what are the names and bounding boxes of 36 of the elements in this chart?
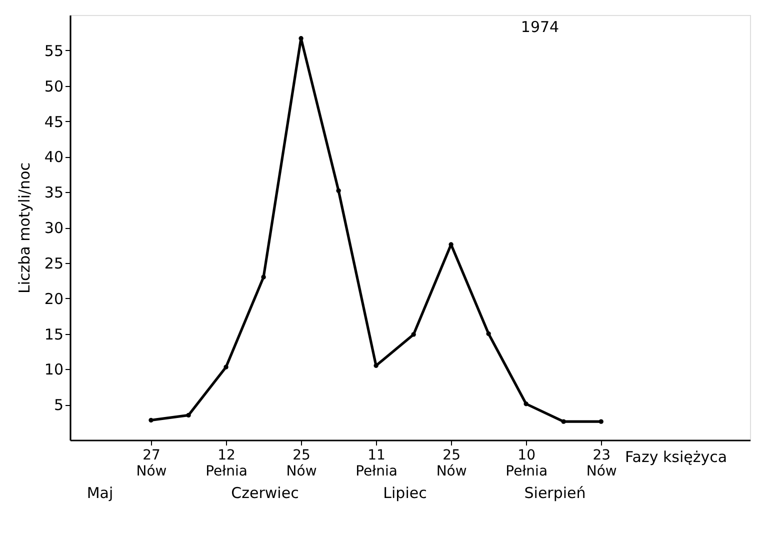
y-tick-label: 50 (44, 77, 64, 96)
x-tick-label: 12 Pełnia (206, 448, 248, 480)
point (598, 419, 604, 424)
x-tick-label: 23 Nów (586, 448, 617, 480)
y-tick-label: 30 (44, 219, 64, 237)
point (186, 412, 191, 418)
point (486, 331, 491, 336)
y-tick-label: 25 (44, 254, 64, 272)
point (224, 364, 228, 370)
point (374, 363, 378, 368)
y-tick-label: 45 (44, 112, 64, 131)
x-tick-label: 27 Nów (136, 448, 167, 480)
y-tick-label: 5 (54, 396, 64, 414)
text: Czerwiec (231, 484, 299, 502)
x-tick-label: 10 Pełnia (506, 448, 548, 480)
point (411, 332, 416, 337)
point (261, 274, 266, 280)
point (524, 402, 528, 406)
x-tick-label: 11 Pełnia (356, 448, 398, 480)
y-tick-label: 10 (44, 360, 64, 379)
y-tick-label: 35 (44, 184, 64, 202)
y-tick-label: 15 (44, 325, 64, 344)
text: Sierpień (524, 484, 586, 502)
x-tick-label: 25 Nów (436, 448, 467, 480)
x-axis-title: Fazy księżyca (625, 448, 728, 466)
x-tick-label: 25 Nów (286, 448, 317, 480)
text: Maj (86, 484, 114, 502)
y-axis-title: Liczba motyli/noc (15, 162, 34, 294)
point (336, 188, 341, 194)
y-tick-label: 40 (44, 148, 64, 166)
point (148, 418, 154, 423)
y-tick-label: 55 (44, 42, 64, 60)
text: Lipiec (383, 484, 427, 502)
y-tick-label: 20 (44, 290, 64, 308)
point (561, 419, 566, 424)
annotation: 1974 (520, 18, 560, 36)
